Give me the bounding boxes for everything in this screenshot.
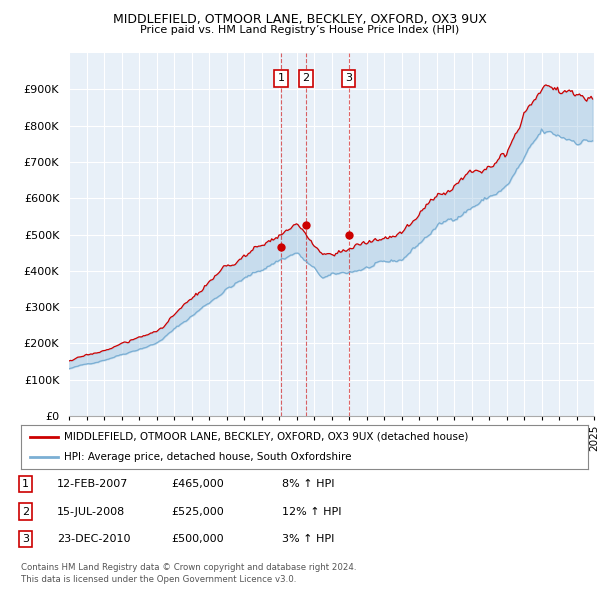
Text: This data is licensed under the Open Government Licence v3.0.: This data is licensed under the Open Gov… [21, 575, 296, 584]
Text: MIDDLEFIELD, OTMOOR LANE, BECKLEY, OXFORD, OX3 9UX (detached house): MIDDLEFIELD, OTMOOR LANE, BECKLEY, OXFOR… [64, 432, 468, 442]
Text: HPI: Average price, detached house, South Oxfordshire: HPI: Average price, detached house, Sout… [64, 452, 351, 462]
Text: £465,000: £465,000 [171, 479, 224, 489]
Text: £500,000: £500,000 [171, 535, 224, 544]
Text: 23-DEC-2010: 23-DEC-2010 [57, 535, 131, 544]
Text: 3: 3 [345, 74, 352, 84]
Text: 15-JUL-2008: 15-JUL-2008 [57, 507, 125, 516]
Text: Price paid vs. HM Land Registry’s House Price Index (HPI): Price paid vs. HM Land Registry’s House … [140, 25, 460, 35]
Text: 3% ↑ HPI: 3% ↑ HPI [282, 535, 334, 544]
Text: 12-FEB-2007: 12-FEB-2007 [57, 479, 128, 489]
Text: 2: 2 [302, 74, 310, 84]
Text: 2: 2 [22, 507, 29, 516]
Text: 3: 3 [22, 535, 29, 544]
Text: MIDDLEFIELD, OTMOOR LANE, BECKLEY, OXFORD, OX3 9UX: MIDDLEFIELD, OTMOOR LANE, BECKLEY, OXFOR… [113, 13, 487, 26]
Text: 8% ↑ HPI: 8% ↑ HPI [282, 479, 335, 489]
Text: 12% ↑ HPI: 12% ↑ HPI [282, 507, 341, 516]
Text: £525,000: £525,000 [171, 507, 224, 516]
Text: Contains HM Land Registry data © Crown copyright and database right 2024.: Contains HM Land Registry data © Crown c… [21, 563, 356, 572]
Text: 1: 1 [278, 74, 284, 84]
Text: 1: 1 [22, 479, 29, 489]
